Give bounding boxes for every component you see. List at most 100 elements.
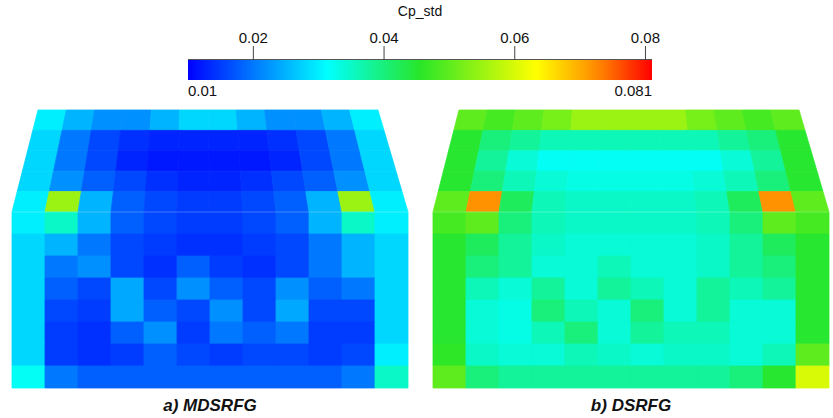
cell [321,110,354,130]
cell [532,278,565,300]
cell [116,151,149,171]
cell [33,110,67,130]
cell [659,130,691,150]
cell [309,234,342,256]
cell [12,344,45,366]
cell [276,344,309,366]
cell [375,212,408,234]
cell [78,300,111,322]
cell [532,322,565,344]
cell [342,278,375,300]
cell [78,212,111,234]
cell [664,278,697,300]
cell [631,256,664,278]
cell [78,344,111,366]
cell [342,300,375,322]
cell [499,366,532,388]
cell [630,171,662,191]
cell [763,212,796,234]
cell [45,256,78,278]
cell [144,366,177,388]
cell [466,344,499,366]
cell [342,256,375,278]
cell [569,130,600,150]
cell [111,322,144,344]
colorbar-min: 0.01 [188,82,217,99]
cell [177,366,210,388]
cell [565,344,598,366]
cell [306,192,342,212]
cell [375,278,408,300]
cell [88,130,121,150]
cell [499,234,532,256]
cell [177,192,210,212]
cell [12,256,45,278]
cell [375,300,408,322]
cell [631,192,664,212]
cell [433,322,466,344]
cell [532,344,565,366]
cell [568,151,600,171]
cell [599,171,631,191]
cell [375,344,408,366]
cell [330,151,365,171]
cell [208,110,238,130]
cell [466,278,499,300]
cell [771,110,805,130]
cell [12,234,45,256]
cell [539,130,571,150]
cell [664,366,697,388]
cell [483,110,516,130]
cell [81,171,115,191]
cell [776,130,811,150]
cell [730,366,763,388]
cell [243,300,276,322]
cell [325,130,359,150]
cell [730,278,763,300]
cell [724,171,759,191]
cell [309,212,342,234]
cell [631,344,664,366]
cell [730,212,763,234]
cell [45,234,78,256]
cell [443,151,478,171]
cell [144,256,177,278]
cell [144,300,177,322]
cell [243,256,276,278]
cell [111,366,144,388]
cell [786,171,823,191]
cell [179,110,208,130]
cell [144,212,177,234]
cell [565,322,598,344]
cell [663,192,697,212]
colorbar-max: 0.081 [614,82,652,99]
cell [433,278,466,300]
cell [78,256,111,278]
cell [746,130,780,150]
cell [763,300,796,322]
cell [630,151,662,171]
cell [243,344,276,366]
cell [697,256,730,278]
cell [45,212,78,234]
cell [78,366,111,388]
cell [276,322,309,344]
cell [763,256,796,278]
cell [695,192,730,212]
cell [730,344,763,366]
cell [565,256,598,278]
cell [243,234,276,256]
cell [111,300,144,322]
cell [730,256,763,278]
cell [178,151,209,171]
cell [714,110,746,130]
cell [600,130,630,150]
panel [433,110,829,388]
cell [466,192,502,212]
cell [355,130,390,150]
cell [730,300,763,322]
cell [236,110,267,130]
cell [342,212,375,234]
cell [28,130,62,150]
colorbar-title: Cp_std [398,3,442,19]
